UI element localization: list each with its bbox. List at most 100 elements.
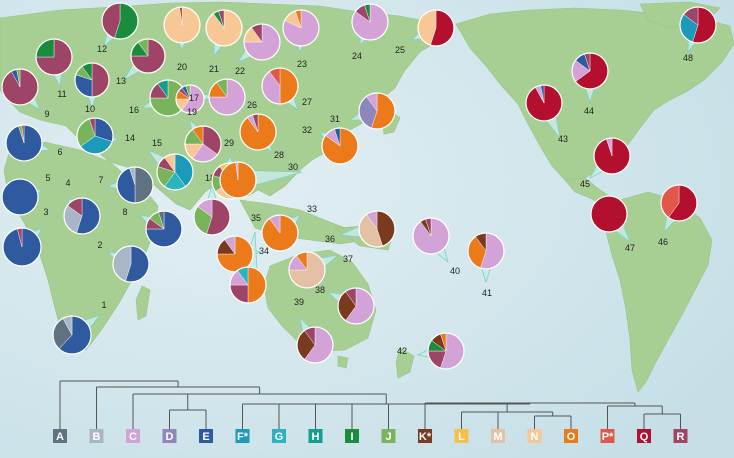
pie-rim: [205, 9, 243, 47]
legend-O: O: [564, 429, 578, 443]
pie-20[interactable]: [163, 6, 201, 44]
pie-label: 39: [294, 297, 304, 307]
pie-rim: [427, 332, 465, 370]
pie-label: 27: [302, 97, 312, 107]
legend-R: R: [673, 429, 688, 443]
pie-rim: [261, 214, 299, 252]
pie-rim: [112, 245, 150, 283]
pie-rim: [590, 195, 628, 233]
pie-31[interactable]: [358, 92, 396, 130]
pie-rim: [660, 184, 698, 222]
pie-rim: [5, 124, 43, 162]
pie-3[interactable]: [2, 227, 42, 267]
pie-label: 7: [98, 175, 103, 185]
pie-8[interactable]: [145, 210, 183, 248]
pie-45[interactable]: [593, 137, 631, 175]
pie-6[interactable]: [5, 124, 43, 162]
pie-23[interactable]: [282, 9, 320, 47]
pie-rim: [1, 178, 39, 216]
legend-swatch: [272, 429, 286, 443]
pie-32[interactable]: [321, 127, 359, 165]
pie-30[interactable]: [219, 161, 257, 199]
pie-label: 44: [584, 106, 594, 116]
pie-9[interactable]: [1, 68, 39, 106]
pie-1[interactable]: [52, 315, 92, 355]
pie-label: 35: [251, 213, 261, 223]
pie-rim: [175, 84, 205, 114]
pie-label: 18: [205, 173, 215, 183]
pie-42[interactable]: [427, 332, 465, 370]
pie-label: 30: [288, 162, 298, 172]
pie-35[interactable]: [229, 266, 267, 304]
pie-label: 34: [259, 246, 269, 256]
pie-rim: [145, 210, 183, 248]
slice-Q: [591, 196, 627, 232]
pie-label: 5: [45, 173, 50, 183]
pie-rim: [63, 197, 101, 235]
legend-label: N: [531, 431, 539, 443]
legend-swatch: [162, 429, 177, 443]
pie-24[interactable]: [351, 3, 389, 41]
pie-rim: [2, 227, 42, 267]
pie-44[interactable]: [571, 52, 609, 90]
pie-48[interactable]: [679, 6, 717, 44]
pie-rim: [282, 9, 320, 47]
legend-label: J: [385, 431, 391, 443]
pie-rim: [296, 326, 334, 364]
slice-E: [2, 179, 38, 215]
pie-13[interactable]: [130, 38, 166, 74]
pie-18[interactable]: [193, 198, 231, 236]
pie-label: 19: [187, 107, 197, 117]
pie-7[interactable]: [116, 166, 154, 204]
pie-5[interactable]: [1, 178, 39, 216]
legend-label: D: [166, 431, 174, 443]
pie-label: 14: [125, 133, 135, 143]
legend-M: M: [491, 429, 505, 443]
pie-19[interactable]: [184, 125, 222, 163]
pie-10[interactable]: [74, 62, 110, 98]
pie-label: 15: [152, 138, 162, 148]
pie-26[interactable]: [208, 78, 246, 116]
pie-rim: [351, 3, 389, 41]
pie-12[interactable]: [101, 2, 139, 40]
legend-D: D: [162, 429, 177, 443]
pie-41[interactable]: [467, 232, 505, 270]
pie-16[interactable]: [149, 79, 187, 117]
pie-label: 33: [307, 204, 317, 214]
pie-47[interactable]: [590, 195, 628, 233]
legend-label: Q: [640, 431, 649, 443]
pie-25[interactable]: [417, 9, 455, 47]
pie-14[interactable]: [76, 117, 114, 155]
legend-swatch: [345, 429, 359, 443]
pie-15[interactable]: [156, 153, 194, 191]
pie-label: 29: [224, 138, 234, 148]
pie-34[interactable]: [216, 235, 254, 273]
pie-17[interactable]: [175, 84, 205, 114]
legend-swatch: [600, 429, 615, 443]
pie-40[interactable]: [412, 217, 450, 255]
legend-B: B: [89, 429, 104, 443]
pie-2[interactable]: [112, 245, 150, 283]
pie-46[interactable]: [660, 184, 698, 222]
pie-rim: [163, 6, 201, 44]
pie-label: 21: [209, 64, 219, 74]
pie-28[interactable]: [239, 113, 277, 151]
legend-label: K*: [419, 431, 432, 443]
pie-rim: [321, 127, 359, 165]
pie-38[interactable]: [337, 287, 375, 325]
pie-4[interactable]: [63, 197, 101, 235]
pie-rim: [358, 92, 396, 130]
pie-43[interactable]: [525, 84, 563, 122]
pie-27[interactable]: [261, 67, 299, 105]
pie-rim: [525, 84, 563, 122]
pie-33[interactable]: [261, 214, 299, 252]
pie-21[interactable]: [205, 9, 243, 47]
pie-36[interactable]: [358, 210, 396, 248]
pie-22[interactable]: [243, 23, 281, 61]
pie-label: 24: [352, 51, 362, 61]
pie-37[interactable]: [288, 251, 326, 289]
pie-rim: [74, 62, 110, 98]
pie-39[interactable]: [296, 326, 334, 364]
pie-11[interactable]: [35, 38, 73, 76]
